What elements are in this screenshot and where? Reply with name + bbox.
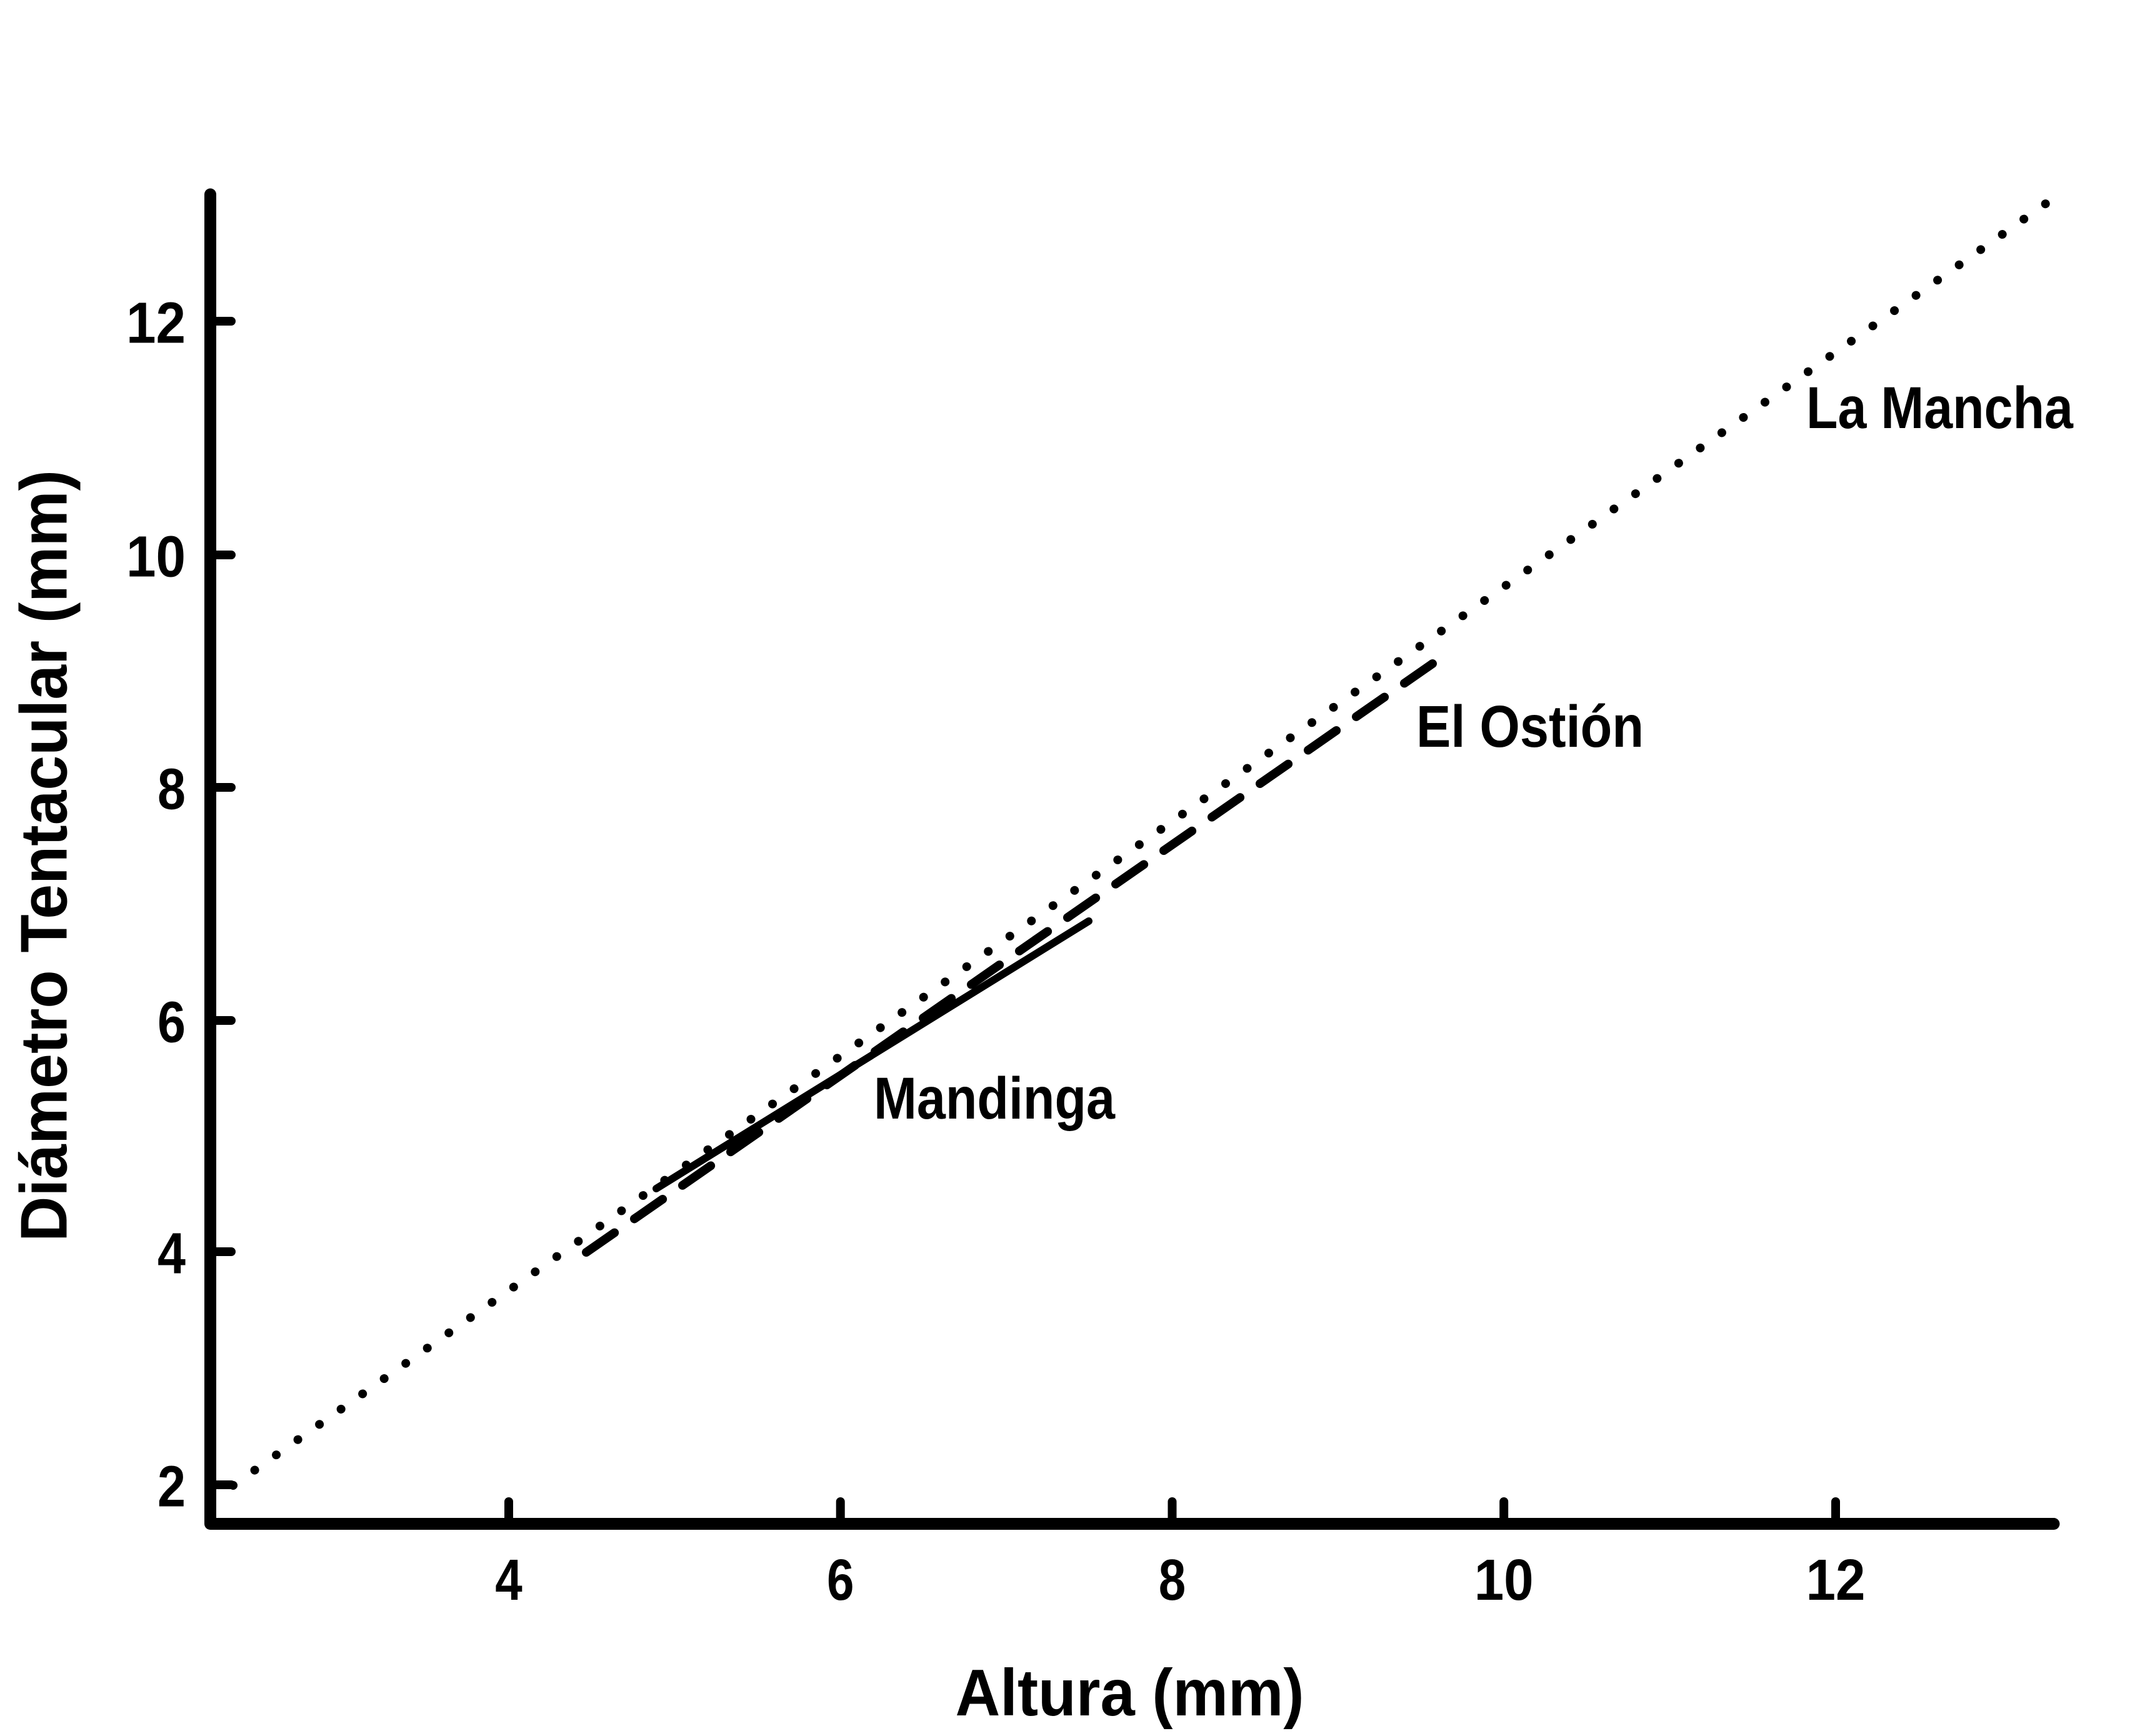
svg-text:6: 6 [827, 1547, 854, 1612]
svg-text:8: 8 [158, 757, 186, 822]
svg-text:2: 2 [158, 1454, 186, 1519]
svg-text:Mandinga: Mandinga [874, 1065, 1116, 1132]
svg-text:Altura (mm): Altura (mm) [956, 1656, 1304, 1730]
svg-text:8: 8 [1159, 1547, 1186, 1612]
svg-text:La Mancha: La Mancha [1806, 375, 2074, 441]
svg-text:12: 12 [126, 291, 186, 356]
svg-text:10: 10 [126, 524, 186, 589]
svg-text:10: 10 [1474, 1547, 1534, 1612]
svg-text:12: 12 [1806, 1547, 1866, 1612]
svg-text:6: 6 [158, 990, 186, 1055]
svg-text:El Ostión: El Ostión [1416, 694, 1644, 760]
svg-text:Diámetro Tentacular (mm): Diámetro Tentacular (mm) [8, 470, 81, 1242]
svg-text:4: 4 [158, 1221, 186, 1286]
svg-text:4: 4 [495, 1547, 522, 1612]
